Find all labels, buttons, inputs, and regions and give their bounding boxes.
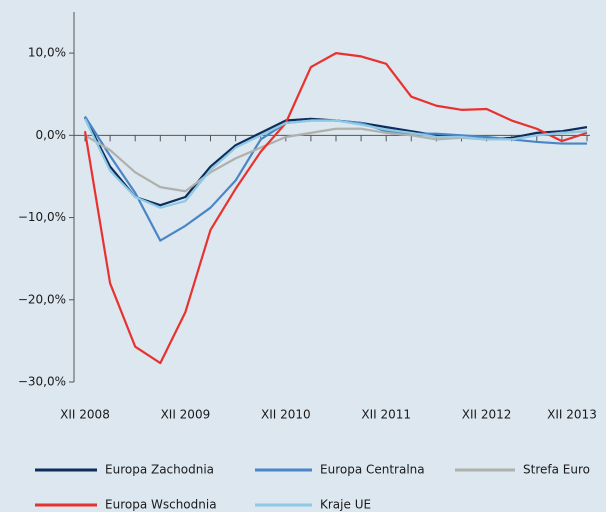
x-tick-label: XII 2012	[462, 408, 512, 422]
y-tick-label: 0,0%	[36, 128, 67, 142]
y-tick-label: 10,0%	[28, 46, 66, 60]
legend-label: Europa Wschodnia	[105, 498, 217, 512]
legend-label: Strefa Euro	[523, 463, 590, 477]
x-tick-label: XII 2013	[547, 408, 597, 422]
series-line	[84, 116, 588, 207]
series-line	[84, 118, 588, 209]
legend-label: Europa Centralna	[320, 463, 425, 477]
y-tick-label: −20,0%	[18, 292, 66, 306]
x-tick-label: XII 2008	[60, 408, 110, 422]
legend-label: Europa Zachodnia	[105, 463, 214, 477]
legend-label: Kraje UE	[320, 498, 371, 512]
x-tick-label: XII 2011	[361, 408, 411, 422]
y-tick-label: −30,0%	[18, 375, 66, 389]
y-tick-label: −10,0%	[18, 210, 66, 224]
series-line	[83, 52, 588, 365]
x-tick-label: XII 2009	[161, 408, 211, 422]
x-tick-label: XII 2010	[261, 408, 311, 422]
